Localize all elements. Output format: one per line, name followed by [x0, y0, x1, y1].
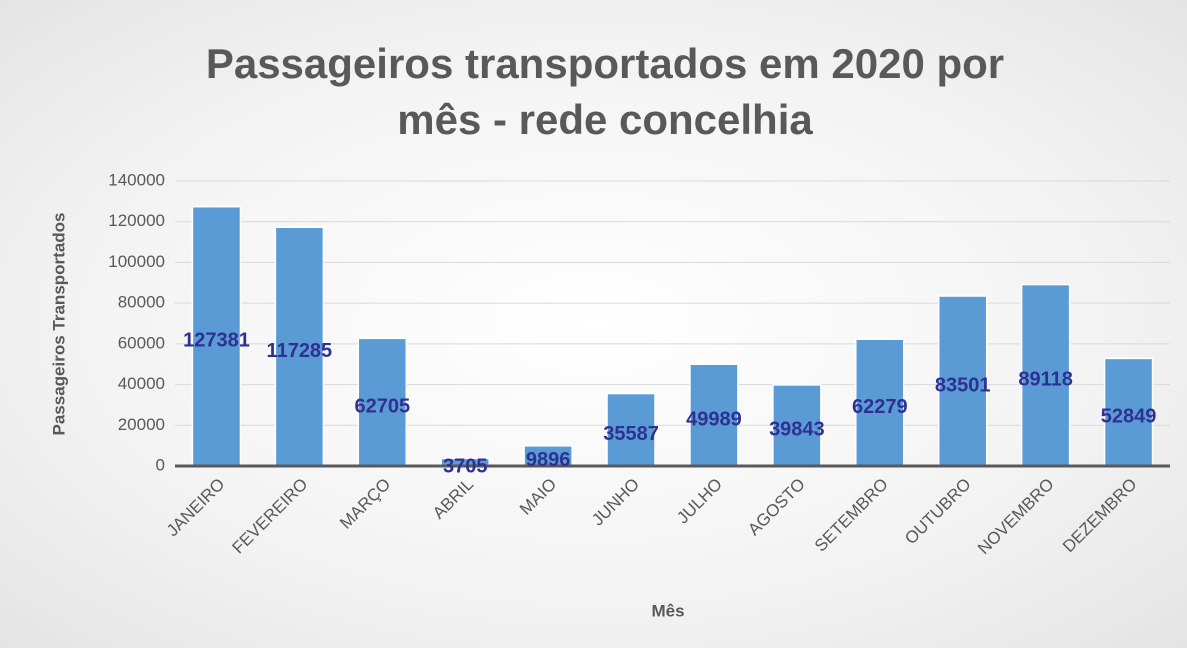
value-label: 62279 [852, 396, 908, 418]
x-tick-label: JANEIRO [163, 475, 229, 541]
bar [357, 337, 408, 467]
x-tick-label: JULHO [673, 475, 726, 528]
x-tick-label: OUTUBRO [901, 475, 975, 549]
bar [274, 226, 325, 467]
x-tick-label: AGOSTO [744, 475, 809, 540]
value-label: 89118 [1018, 369, 1073, 391]
y-tick-label: 80000 [118, 293, 165, 312]
bar [937, 295, 988, 467]
y-tick-label: 20000 [118, 415, 165, 434]
bar [1103, 357, 1154, 467]
y-axis-label: Passageiros Transportados [49, 213, 68, 436]
chart-title: Passageiros transportados em 2020 por mê… [205, 40, 1005, 143]
x-tick-label: ABRIL [429, 475, 477, 523]
bar [606, 392, 656, 467]
value-label: 9896 [526, 449, 571, 471]
x-tick-label: FEVEREIRO [228, 475, 311, 558]
value-label: 83501 [935, 374, 991, 396]
value-label: 117285 [267, 340, 333, 362]
y-tick-label: 0 [156, 455, 165, 474]
bar [191, 205, 242, 467]
value-label: 52849 [1101, 405, 1157, 427]
y-tick-label: 140000 [108, 170, 165, 189]
value-label: 127381 [183, 330, 250, 352]
value-label: 3705 [443, 456, 488, 478]
x-tick-label: JUNHO [588, 475, 643, 530]
value-label: 62705 [354, 395, 410, 417]
x-tick-label: MAIO [516, 475, 560, 519]
value-label: 49989 [686, 408, 742, 430]
bar [689, 363, 739, 467]
y-tick-label: 60000 [118, 333, 165, 352]
x-tick-label: MARÇO [336, 475, 394, 533]
value-label: 39843 [769, 419, 825, 441]
value-label: 35587 [603, 423, 659, 445]
y-tick-label: 100000 [108, 252, 165, 271]
bar [855, 338, 905, 467]
y-tick-label: 120000 [108, 211, 165, 230]
x-tick-label: SETEMBRO [811, 475, 892, 556]
x-tick-label: DEZEMBRO [1059, 475, 1141, 557]
x-axis-label: Mês [651, 601, 684, 620]
y-tick-label: 40000 [118, 374, 165, 393]
x-tick-label: NOVEMBRO [974, 475, 1058, 559]
